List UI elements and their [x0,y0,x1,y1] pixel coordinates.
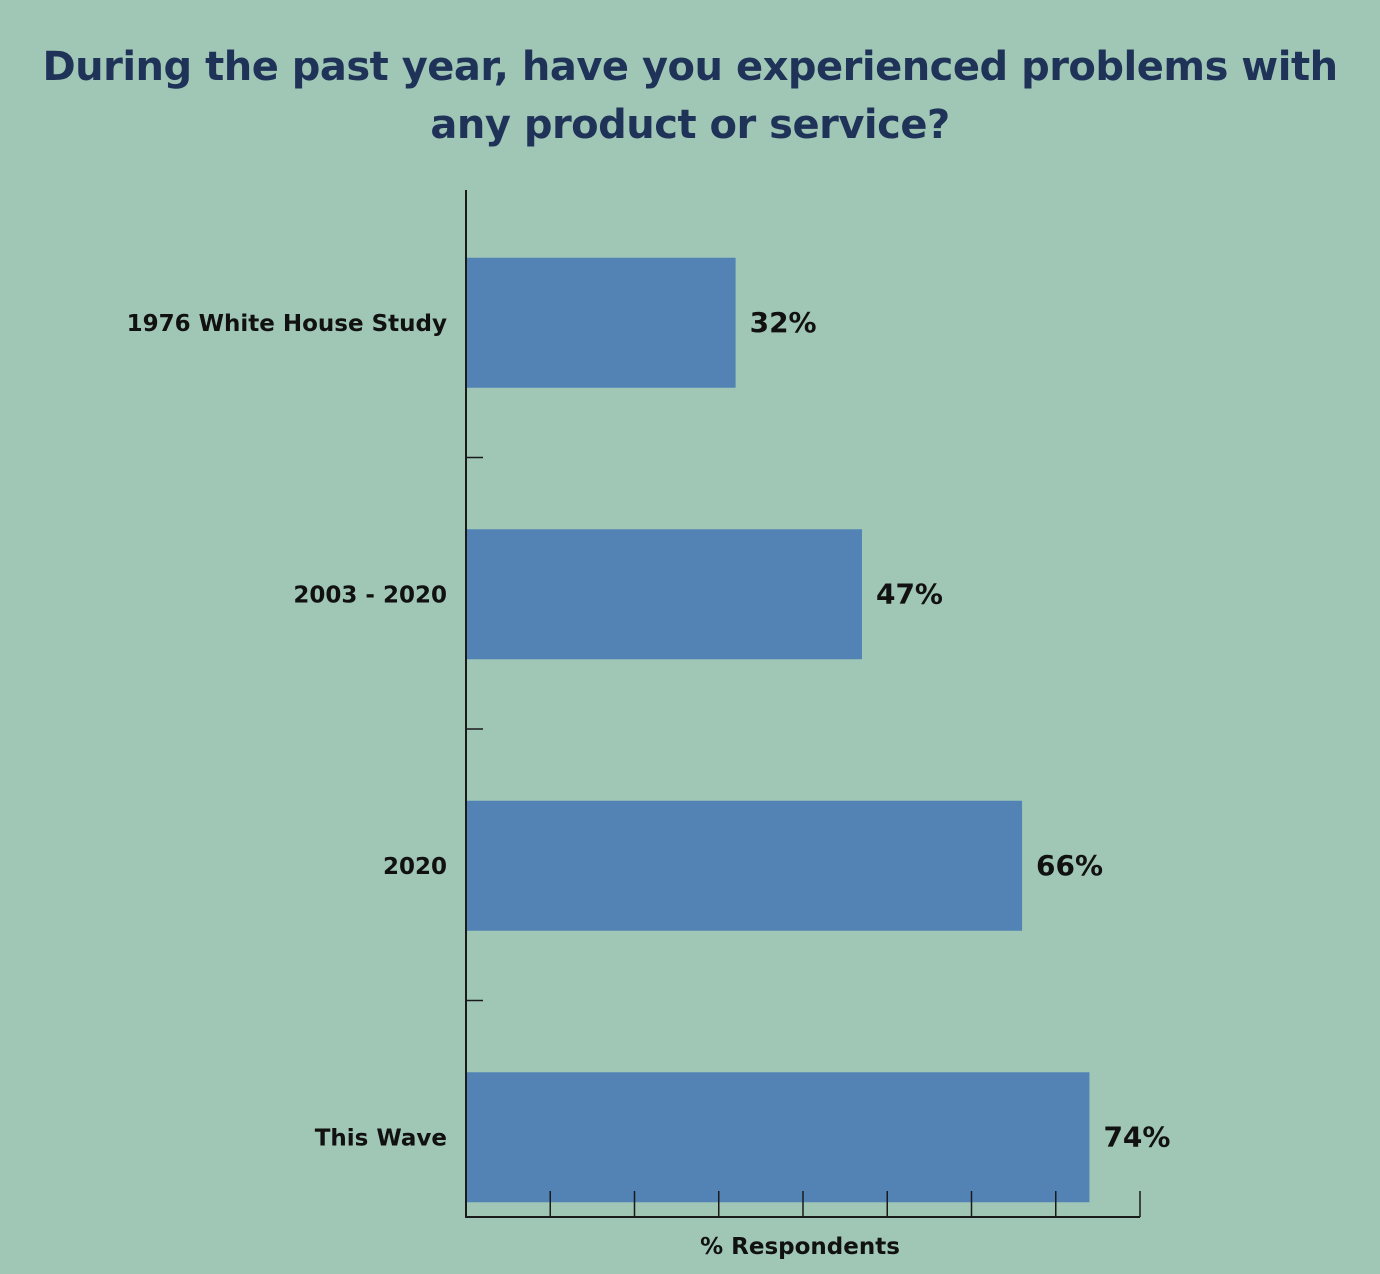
data-label: 74% [1103,1120,1170,1153]
category-label: 1976 White House Study [127,311,447,337]
data-label: 32% [750,306,817,339]
chart-title: During the past year, have you experienc… [42,44,1338,148]
category-label: This Wave [315,1125,447,1151]
data-label: 47% [876,577,943,610]
bar [466,257,736,388]
category-label: 2003 - 2020 [293,582,447,608]
bar [466,1072,1090,1203]
data-label: 66% [1036,849,1103,882]
category-label: 2020 [383,854,447,880]
bar [466,529,862,660]
bar [466,800,1023,931]
x-axis-title: % Respondents [700,1234,900,1260]
